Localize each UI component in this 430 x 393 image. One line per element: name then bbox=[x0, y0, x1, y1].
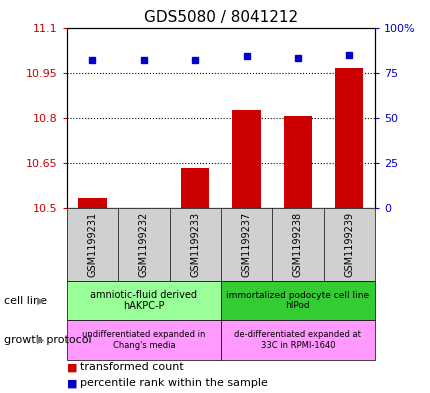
Bar bbox=[335, 68, 362, 208]
Bar bbox=[232, 110, 260, 208]
Text: GSM1199238: GSM1199238 bbox=[292, 212, 302, 277]
Bar bbox=[78, 198, 106, 208]
Text: GSM1199233: GSM1199233 bbox=[190, 212, 200, 277]
Text: ■: ■ bbox=[67, 362, 77, 373]
Text: transformed count: transformed count bbox=[80, 362, 183, 373]
Text: de-differentiated expanded at
33C in RPMI-1640: de-differentiated expanded at 33C in RPM… bbox=[234, 330, 360, 350]
Text: undifferentiated expanded in
Chang's media: undifferentiated expanded in Chang's med… bbox=[82, 330, 205, 350]
Text: ■: ■ bbox=[67, 378, 77, 388]
Text: cell line: cell line bbox=[4, 296, 47, 306]
Bar bbox=[67, 320, 221, 360]
Bar bbox=[181, 167, 209, 208]
Text: amniotic-fluid derived
hAKPC-P: amniotic-fluid derived hAKPC-P bbox=[90, 290, 197, 311]
Text: GSM1199232: GSM1199232 bbox=[138, 212, 148, 277]
Text: ▶: ▶ bbox=[37, 335, 45, 345]
Text: GSM1199239: GSM1199239 bbox=[344, 212, 353, 277]
Text: GSM1199237: GSM1199237 bbox=[241, 212, 251, 277]
Text: ▶: ▶ bbox=[37, 296, 45, 306]
Bar bbox=[283, 116, 311, 208]
Bar bbox=[221, 281, 374, 320]
Bar bbox=[67, 281, 221, 320]
Bar bbox=[221, 320, 374, 360]
Text: immortalized podocyte cell line
hIPod: immortalized podocyte cell line hIPod bbox=[226, 291, 369, 310]
Text: growth protocol: growth protocol bbox=[4, 335, 92, 345]
Text: percentile rank within the sample: percentile rank within the sample bbox=[80, 378, 267, 388]
Title: GDS5080 / 8041212: GDS5080 / 8041212 bbox=[144, 10, 297, 25]
Text: GSM1199231: GSM1199231 bbox=[87, 212, 97, 277]
